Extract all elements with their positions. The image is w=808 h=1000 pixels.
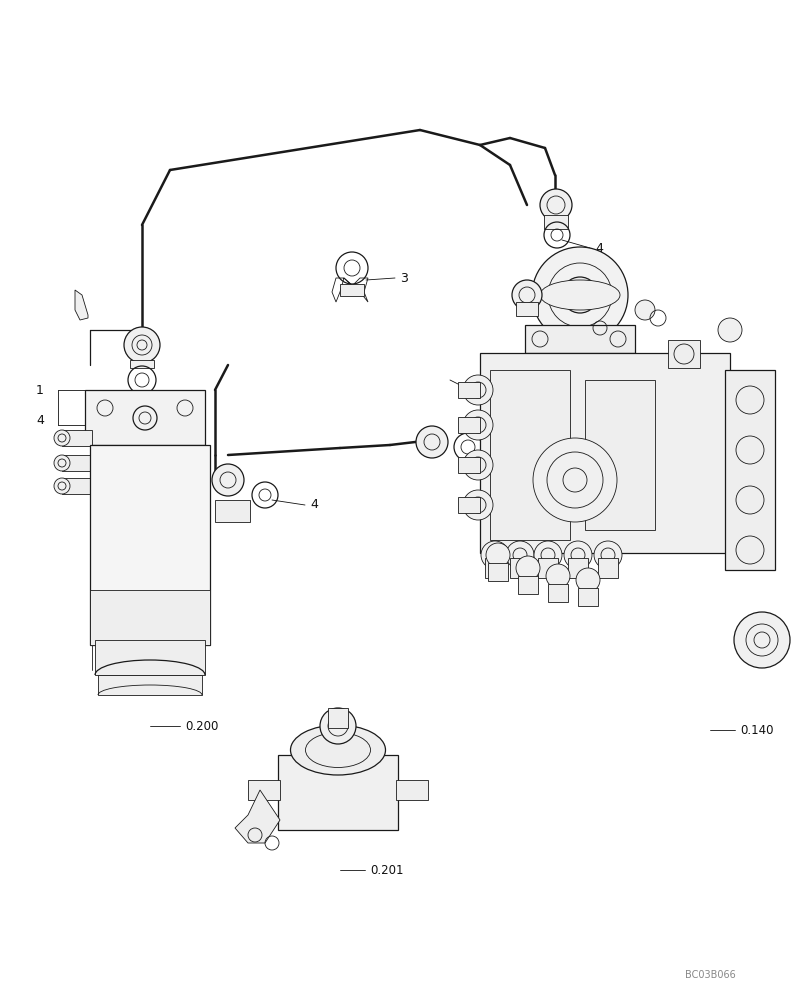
Bar bbox=[130, 360, 154, 368]
Bar bbox=[725, 370, 775, 570]
Bar bbox=[248, 780, 280, 800]
Circle shape bbox=[516, 556, 540, 580]
Bar bbox=[62, 478, 92, 494]
Circle shape bbox=[463, 490, 493, 520]
Text: 1: 1 bbox=[36, 383, 44, 396]
Circle shape bbox=[734, 612, 790, 668]
Bar bbox=[578, 588, 598, 606]
Circle shape bbox=[506, 541, 534, 569]
Circle shape bbox=[564, 541, 592, 569]
Bar bbox=[90, 590, 210, 645]
Bar bbox=[516, 302, 538, 316]
Bar bbox=[544, 215, 568, 229]
Polygon shape bbox=[75, 290, 88, 320]
Circle shape bbox=[532, 247, 628, 343]
Text: 0.201: 0.201 bbox=[370, 863, 403, 876]
Circle shape bbox=[576, 568, 600, 592]
Circle shape bbox=[486, 543, 510, 567]
Bar bbox=[458, 497, 480, 513]
Bar bbox=[568, 558, 588, 578]
Bar bbox=[458, 382, 480, 398]
Circle shape bbox=[562, 277, 598, 313]
Bar bbox=[570, 282, 590, 300]
Circle shape bbox=[463, 410, 493, 440]
Ellipse shape bbox=[291, 725, 385, 775]
Bar bbox=[485, 558, 505, 578]
Circle shape bbox=[463, 375, 493, 405]
Circle shape bbox=[718, 318, 742, 342]
Bar bbox=[458, 457, 480, 473]
Text: 0.200: 0.200 bbox=[185, 720, 218, 732]
Polygon shape bbox=[235, 790, 280, 843]
Text: 3: 3 bbox=[400, 271, 408, 284]
Bar bbox=[396, 780, 428, 800]
Circle shape bbox=[54, 430, 70, 446]
Bar bbox=[538, 558, 558, 578]
Text: BC03B066: BC03B066 bbox=[684, 970, 735, 980]
Circle shape bbox=[594, 541, 622, 569]
Bar bbox=[548, 584, 568, 602]
Circle shape bbox=[212, 464, 244, 496]
Text: 4: 4 bbox=[482, 440, 490, 454]
Bar bbox=[598, 558, 618, 578]
Text: 0.140: 0.140 bbox=[740, 724, 773, 736]
Bar bbox=[62, 430, 92, 446]
Bar bbox=[90, 445, 210, 645]
Bar bbox=[668, 340, 700, 368]
Circle shape bbox=[54, 455, 70, 471]
Text: 4: 4 bbox=[595, 241, 603, 254]
Bar bbox=[518, 576, 538, 594]
Text: 4: 4 bbox=[36, 414, 44, 426]
Bar bbox=[490, 370, 570, 540]
Circle shape bbox=[54, 478, 70, 494]
Bar bbox=[510, 558, 530, 578]
Bar bbox=[98, 675, 202, 695]
Ellipse shape bbox=[540, 280, 620, 310]
Bar bbox=[215, 500, 250, 522]
Bar bbox=[488, 563, 508, 581]
Bar bbox=[525, 325, 635, 353]
Circle shape bbox=[546, 564, 570, 588]
Text: 2: 2 bbox=[607, 430, 615, 444]
Circle shape bbox=[534, 541, 562, 569]
Circle shape bbox=[635, 300, 655, 320]
Circle shape bbox=[320, 708, 356, 744]
Bar bbox=[85, 390, 205, 445]
Bar bbox=[340, 284, 364, 296]
Bar bbox=[480, 353, 730, 553]
Circle shape bbox=[416, 426, 448, 458]
Circle shape bbox=[481, 541, 509, 569]
Circle shape bbox=[512, 280, 542, 310]
Circle shape bbox=[540, 189, 572, 221]
Bar bbox=[62, 455, 92, 471]
Bar bbox=[95, 640, 205, 675]
Circle shape bbox=[533, 438, 617, 522]
Circle shape bbox=[124, 327, 160, 363]
Circle shape bbox=[463, 450, 493, 480]
Bar bbox=[458, 417, 480, 433]
Bar bbox=[278, 755, 398, 830]
Bar bbox=[585, 380, 655, 530]
Text: 4: 4 bbox=[310, 498, 318, 512]
Bar bbox=[328, 708, 348, 728]
